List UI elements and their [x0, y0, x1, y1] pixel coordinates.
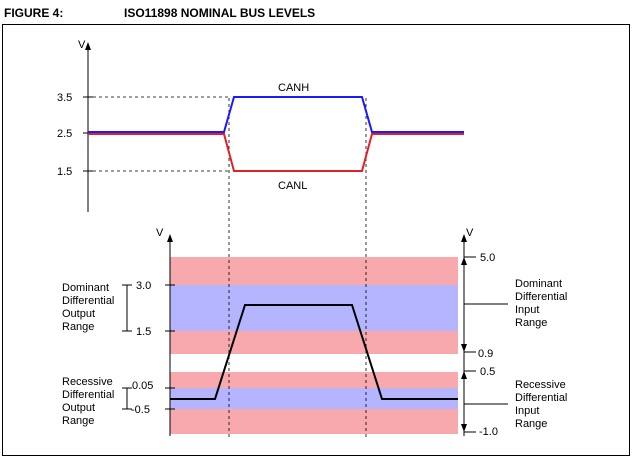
dominant-output-line-1: Dominant: [62, 282, 109, 294]
recessive-input-range-label: Recessive Differential Input Range: [464, 379, 567, 430]
canl-label: CANL: [278, 180, 307, 192]
recessive-input-arrow-bottom: [461, 424, 467, 432]
dominant-output-line-3: Output: [62, 308, 95, 320]
band-pink-recessive-upper: [170, 372, 458, 388]
right-axis-unit: V: [466, 227, 474, 239]
band-pink-top: [170, 257, 458, 285]
top-plot: V 3.5 2.5 1.5 CANH CANL: [57, 39, 464, 212]
recessive-input-line-3: Input: [515, 405, 539, 417]
recessive-input-line-1: Recessive: [515, 379, 566, 391]
dominant-input-line-4: Range: [515, 317, 547, 329]
recessive-input-line-2: Differential: [515, 392, 567, 404]
right-tick-label-0-9: 0.9: [478, 348, 493, 360]
dominant-input-arrow-top: [461, 257, 467, 265]
bottom-bands: [170, 257, 458, 434]
recessive-output-range-label: Recessive Differential Output Range: [62, 376, 132, 427]
dominant-input-line-2: Differential: [515, 291, 567, 303]
canh-waveform: [88, 96, 464, 133]
left-tick-label-neg-0-5: -0.5: [131, 404, 150, 416]
left-axis-arrow: [167, 234, 173, 242]
recessive-output-line-4: Range: [62, 415, 94, 427]
tick-label-1-5: 1.5: [57, 166, 72, 178]
top-axis-arrow: [85, 42, 91, 50]
left-tick-label-0-05: 0.05: [132, 380, 153, 392]
dominant-output-range-label: Dominant Differential Output Range: [62, 282, 132, 333]
band-pink-bottom: [170, 409, 458, 434]
canl-waveform: [88, 133, 464, 172]
right-tick-label-neg-1-0: -1.0: [479, 426, 498, 438]
band-blue-dominant: [170, 285, 458, 331]
tick-label-2-5: 2.5: [57, 128, 72, 140]
figure-label: FIGURE 4:: [4, 6, 64, 20]
dominant-output-line-4: Range: [62, 321, 94, 333]
recessive-input-line-4: Range: [515, 418, 547, 430]
recessive-output-line-1: Recessive: [62, 376, 113, 388]
figure-header: FIGURE 4: ISO11898 NOMINAL BUS LEVELS: [0, 0, 633, 26]
band-pink-dominant-lower: [170, 331, 458, 354]
differential-waveform: [170, 304, 458, 400]
bottom-right-axis: V 5.0 0.9 0.5 -1.0: [461, 227, 498, 438]
recessive-output-line-2: Differential: [62, 389, 114, 401]
bottom-left-axis: V 3.0 1.5 0.05 -0.5: [131, 227, 175, 436]
band-blue-recessive: [170, 388, 458, 409]
right-axis-arrow-up: [461, 234, 467, 242]
canh-label: CANH: [278, 82, 309, 94]
dominant-input-arrow-bottom: [461, 344, 467, 352]
dominant-output-line-2: Differential: [62, 295, 114, 307]
left-tick-label-3-0: 3.0: [136, 280, 151, 292]
dominant-input-line-1: Dominant: [515, 278, 562, 290]
dominant-input-line-3: Input: [515, 304, 539, 316]
top-axis-unit: V: [78, 39, 86, 51]
left-axis-unit: V: [156, 227, 164, 239]
left-tick-label-1-5: 1.5: [136, 326, 151, 338]
right-tick-label-0-5: 0.5: [480, 366, 495, 378]
recessive-output-line-3: Output: [62, 402, 95, 414]
right-tick-label-5-0: 5.0: [480, 252, 495, 264]
dominant-input-range-label: Dominant Differential Input Range: [464, 278, 567, 329]
figure-title: ISO11898 NOMINAL BUS LEVELS: [124, 6, 316, 20]
tick-label-3-5: 3.5: [57, 92, 72, 104]
figure-frame: [2, 24, 630, 456]
recessive-input-arrow-top: [461, 371, 467, 379]
